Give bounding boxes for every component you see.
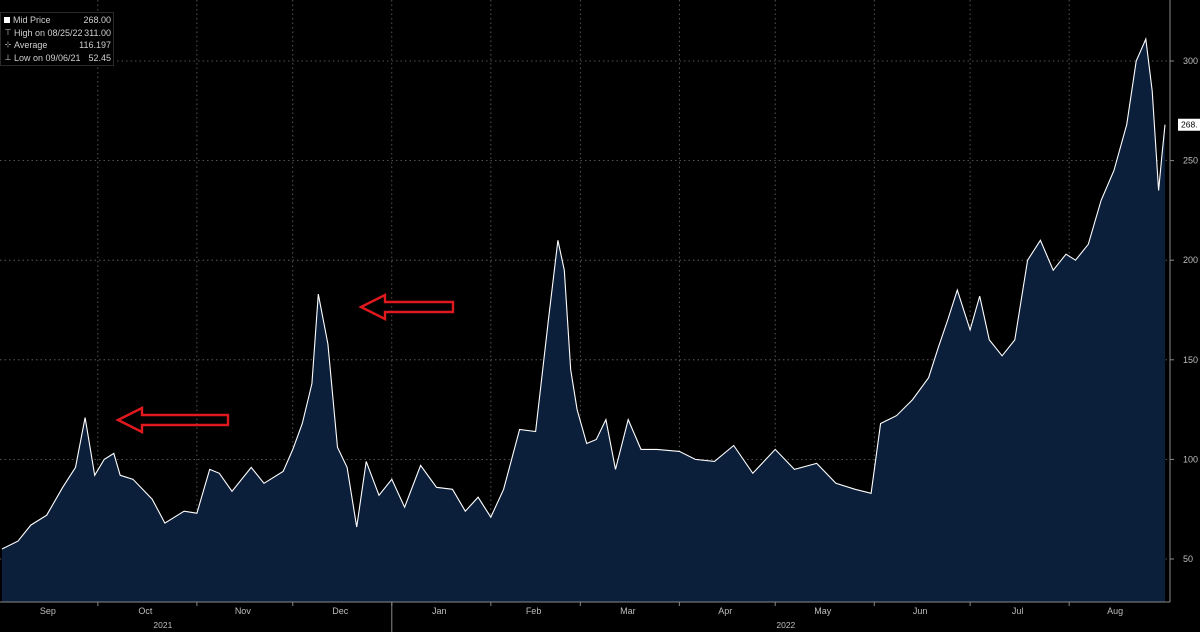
x-tick-label-Jul: Jul xyxy=(1012,606,1024,616)
series-line xyxy=(1,37,1166,550)
legend-low-label: Low on 09/06/21 xyxy=(14,52,81,63)
chart-legend: Mid Price 268.00 ⊤ High on 08/25/22 311.0… xyxy=(0,12,114,66)
y-tick-label-100: 100 xyxy=(1183,454,1198,464)
x-tick-label-Mar: Mar xyxy=(620,606,636,616)
y-tick-label-200: 200 xyxy=(1183,255,1198,265)
last-price-box xyxy=(1178,118,1200,131)
low-marker-icon: ⊥ xyxy=(4,52,12,62)
last-price-text: 268. xyxy=(1181,120,1198,130)
legend-series-name: Mid Price xyxy=(13,15,51,25)
y-axis: 50 100 150 200 250 300 xyxy=(1169,0,1198,602)
legend-low-value: 52.45 xyxy=(88,52,111,63)
high-marker-icon: ⊤ xyxy=(4,27,12,37)
series-swatch-icon xyxy=(4,17,10,24)
series-area-fill xyxy=(2,39,1165,603)
legend-row-average: ⊹ Average 116.197 xyxy=(4,39,111,52)
legend-high-label: High on 08/25/22 xyxy=(14,27,83,38)
y-tick-label-150: 150 xyxy=(1183,355,1198,365)
average-marker-icon: ⊹ xyxy=(4,40,12,49)
legend-average-label: Average xyxy=(14,40,48,50)
y-tick-label-250: 250 xyxy=(1183,156,1198,166)
legend-row-series: Mid Price 268.00 xyxy=(4,14,111,27)
year-label-2022: 2022 xyxy=(776,620,795,630)
x-tick-label-Feb: Feb xyxy=(526,606,542,616)
x-tick-label-Sep: Sep xyxy=(40,606,56,616)
x-tick-label-Jun: Jun xyxy=(913,606,928,616)
legend-row-low: ⊥ Low on 09/06/21 52.45 xyxy=(4,52,111,65)
x-tick-label-Dec: Dec xyxy=(332,606,349,616)
x-tick-label-Apr: Apr xyxy=(718,606,732,616)
x-axis: Sep Oct Nov Dec Jan Feb Mar Apr May Jun Jul Aug 2021… xyxy=(0,601,1170,632)
annotation-arrow-sep-peak xyxy=(115,406,230,434)
y-tick-label-300: 300 xyxy=(1183,56,1198,66)
x-tick-label-May: May xyxy=(814,606,832,616)
legend-series-value: 268.00 xyxy=(83,15,111,25)
last-price-label: 268. xyxy=(1178,118,1200,131)
x-tick-label-Jan: Jan xyxy=(432,606,447,616)
legend-row-high: ⊤ High on 08/25/22 311.00 xyxy=(4,27,111,40)
x-tick-label-Oct: Oct xyxy=(138,606,153,616)
x-tick-label-Nov: Nov xyxy=(235,606,252,616)
x-tick-label-Aug: Aug xyxy=(1107,606,1123,616)
legend-high-value: 311.00 xyxy=(84,27,111,38)
legend-average-value: 116.197 xyxy=(79,40,111,50)
annotation-arrows xyxy=(115,293,455,434)
y-tick-label-50: 50 xyxy=(1183,554,1193,564)
year-label-2021: 2021 xyxy=(153,620,172,630)
annotation-arrow-dec-peak xyxy=(358,293,455,321)
